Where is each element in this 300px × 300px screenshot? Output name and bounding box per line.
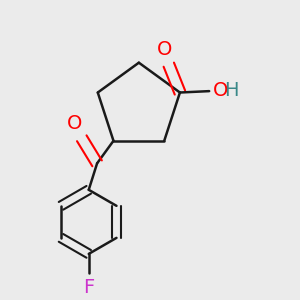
Text: H: H: [224, 81, 238, 100]
Text: F: F: [83, 278, 94, 297]
Text: O: O: [67, 114, 83, 133]
Text: O: O: [213, 81, 228, 100]
Text: O: O: [157, 40, 172, 58]
